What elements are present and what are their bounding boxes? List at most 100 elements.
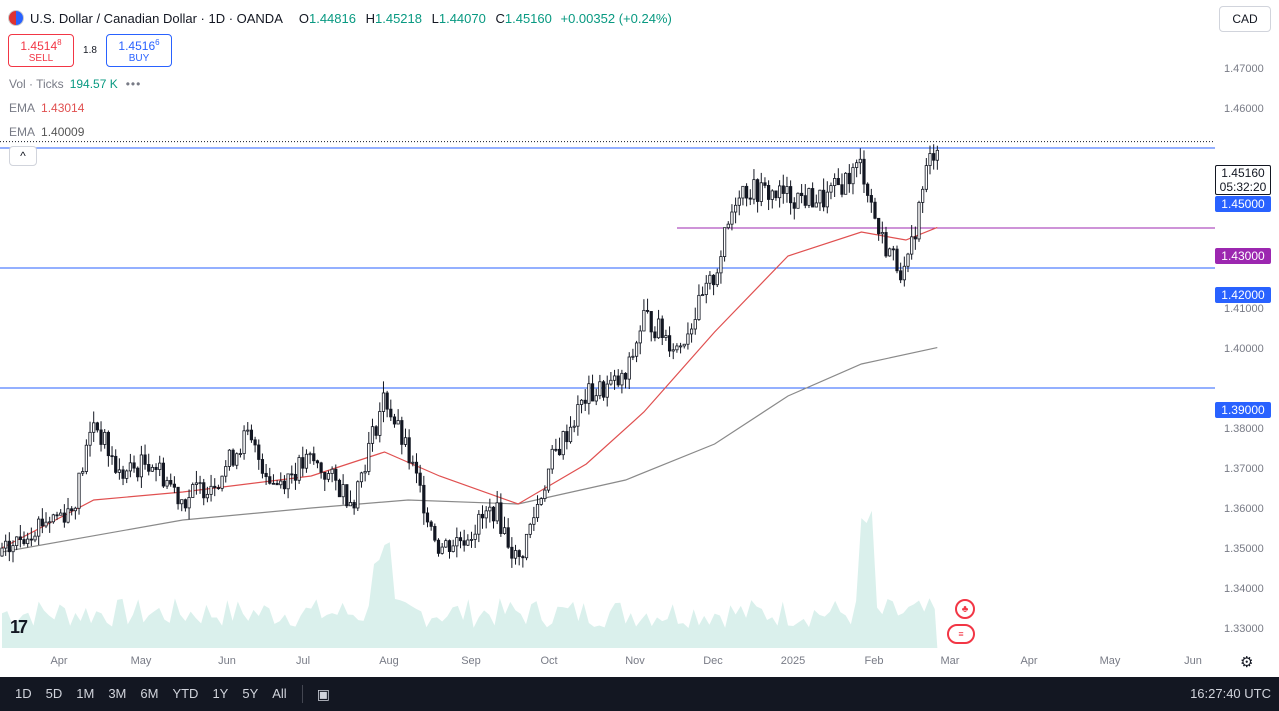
- candle-body: [455, 537, 459, 547]
- candle-body: [807, 188, 811, 206]
- candle-body: [811, 188, 815, 208]
- candle-body: [469, 539, 474, 541]
- candle-body: [488, 506, 492, 512]
- candle-body: [932, 153, 936, 161]
- candle-body: [598, 381, 602, 397]
- candle-body: [844, 172, 848, 195]
- utc-clock[interactable]: 16:27:40 UTC: [1190, 686, 1271, 701]
- close-value: 1.45160: [504, 10, 552, 26]
- candle-body: [429, 521, 433, 527]
- candle-body: [198, 482, 202, 485]
- buy-button[interactable]: 1.45166 BUY: [106, 34, 172, 67]
- candle-body: [414, 461, 419, 474]
- candle-body: [880, 232, 884, 235]
- candle-body: [818, 189, 822, 204]
- candle-body: [715, 272, 719, 286]
- volume-legend[interactable]: Vol · Ticks 194.57 K •••: [9, 77, 141, 91]
- range-3m[interactable]: 3M: [108, 686, 127, 701]
- candle-body: [143, 454, 147, 465]
- candle-body: [704, 282, 708, 296]
- candle-body: [92, 422, 96, 433]
- currency-button[interactable]: CAD: [1219, 6, 1271, 32]
- candle-body: [634, 342, 639, 357]
- candle-body: [873, 201, 877, 219]
- candle-body: [462, 540, 466, 546]
- price-tick-label: 1.36000: [1224, 503, 1264, 515]
- candle-body: [389, 408, 393, 418]
- range-6m[interactable]: 6M: [140, 686, 159, 701]
- candle-body: [858, 158, 862, 164]
- candle-body: [183, 499, 187, 509]
- candle-body: [711, 274, 716, 286]
- candle-body: [55, 514, 59, 517]
- candle-body: [928, 153, 932, 166]
- open-value: 1.44816: [308, 10, 356, 26]
- time-tick-label: Feb: [865, 655, 884, 667]
- candle-body: [356, 481, 360, 509]
- candle-body: [719, 256, 723, 274]
- low-value: 1.44070: [438, 10, 486, 26]
- time-tick-label: Aug: [379, 655, 399, 667]
- canada-event-icon[interactable]: ♣: [955, 599, 975, 619]
- candle-body: [422, 484, 426, 514]
- ema-slow-legend[interactable]: EMA 1.40009: [9, 125, 84, 139]
- us-event-icon[interactable]: ≡: [947, 624, 975, 644]
- candle-body: [884, 232, 888, 257]
- candle-body: [147, 464, 151, 472]
- candle-body: [341, 484, 345, 498]
- collapse-legend-chevron-up-icon[interactable]: ^: [9, 146, 37, 166]
- candle-body: [590, 383, 595, 402]
- price-chart[interactable]: 1.480001.470001.460001.440001.410001.400…: [0, 0, 1279, 677]
- candle-body: [403, 437, 408, 445]
- range-ytd[interactable]: YTD: [172, 686, 199, 701]
- candle-body: [734, 204, 738, 213]
- candle-body: [378, 411, 382, 436]
- candle-body: [271, 482, 276, 485]
- gear-icon[interactable]: ⚙: [1240, 654, 1254, 671]
- candle-body: [609, 379, 613, 385]
- candle-body: [22, 539, 26, 545]
- time-tick-label: Apr: [1020, 655, 1037, 667]
- trade-panel: 1.45148 SELL 1.8 1.45166 BUY: [8, 34, 172, 67]
- candle-body: [114, 455, 118, 473]
- range-all[interactable]: All: [272, 686, 287, 701]
- candle-body: [557, 448, 562, 456]
- candle-body: [330, 468, 334, 474]
- price-tick-label: 1.47000: [1224, 63, 1264, 75]
- candle-body: [411, 461, 415, 464]
- range-5y[interactable]: 5Y: [242, 686, 259, 701]
- time-tick-label: 2025: [781, 655, 805, 667]
- buy-price-sup: 6: [155, 38, 160, 47]
- candle-body: [44, 521, 48, 527]
- candle-body: [433, 525, 437, 541]
- candle-body: [381, 392, 386, 412]
- candle-body: [730, 211, 734, 225]
- candle-body: [649, 311, 653, 333]
- candle-body: [726, 223, 730, 229]
- candle-body: [374, 426, 378, 436]
- sell-button[interactable]: 1.45148 SELL: [8, 34, 74, 67]
- candle-body: [847, 172, 851, 185]
- ema-fast-legend[interactable]: EMA 1.43014: [9, 101, 84, 115]
- candle-body: [495, 502, 499, 522]
- candle-body: [260, 459, 265, 474]
- range-1m[interactable]: 1M: [76, 686, 95, 701]
- more-options-icon[interactable]: •••: [125, 77, 142, 91]
- date-range-calendar-icon[interactable]: ▣: [316, 685, 330, 702]
- candle-body: [480, 513, 485, 519]
- high-label: H: [365, 10, 375, 26]
- time-tick-label: Nov: [625, 655, 645, 667]
- tradingview-logo[interactable]: 17: [10, 617, 28, 637]
- range-5d[interactable]: 5D: [45, 686, 63, 701]
- candle-body: [546, 468, 551, 491]
- candle-body: [132, 462, 136, 469]
- range-1d[interactable]: 1D: [15, 686, 32, 701]
- ema-slow-legend-value: 1.40009: [41, 125, 85, 139]
- candle-body: [781, 185, 785, 194]
- candle-body: [756, 179, 760, 202]
- candle-body: [822, 189, 826, 208]
- symbol-title[interactable]: U.S. Dollar / Canadian Dollar · 1D · OAN…: [30, 10, 283, 26]
- candle-body: [774, 190, 778, 199]
- range-1y[interactable]: 1Y: [212, 686, 229, 701]
- candle-body: [924, 165, 928, 190]
